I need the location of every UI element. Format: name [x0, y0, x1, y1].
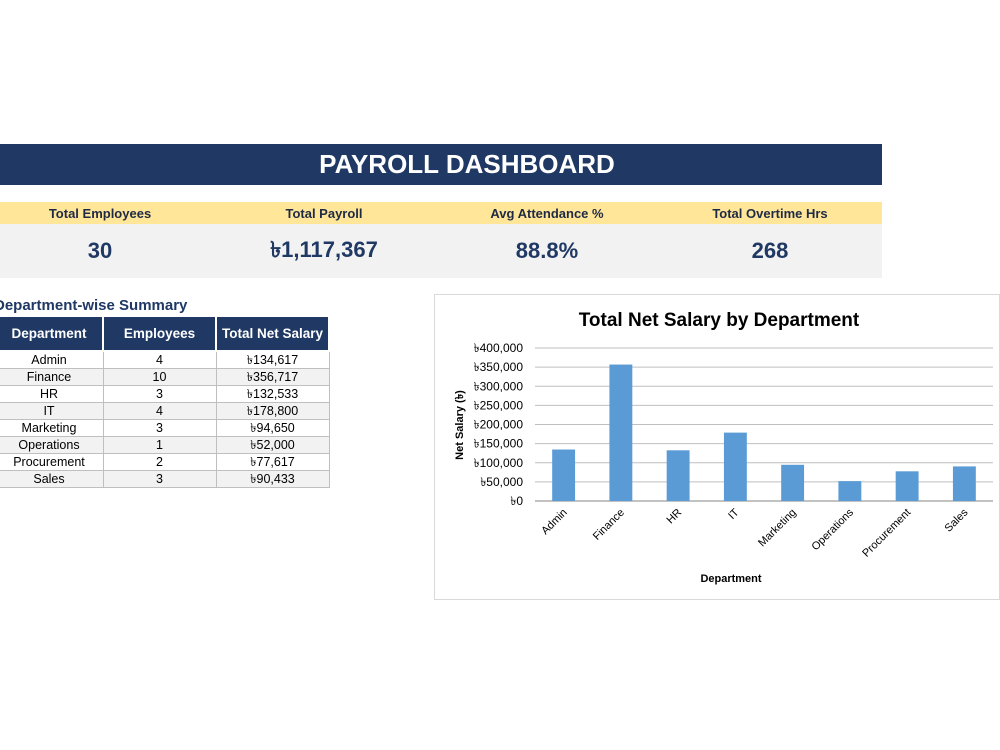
chart-title: Total Net Salary by Department: [579, 310, 860, 331]
cell-employees[interactable]: 4: [102, 350, 217, 369]
chart-y-axis-label: Net Salary (৳): [454, 390, 466, 460]
chart-bar-procurement[interactable]: [895, 471, 919, 501]
chart-bar-hr[interactable]: [666, 450, 690, 501]
chart-y-tick-label: ৳0: [510, 494, 523, 508]
chart-x-tick-label: Operations: [809, 506, 856, 553]
header-net-salary: Total Net Salary: [215, 315, 330, 352]
chart-y-tick-label: ৳250,000: [474, 398, 524, 412]
salary-chart[interactable]: Total Net Salary by Department Departmen…: [434, 294, 1000, 600]
table-row: Finance 10 ৳356,717: [0, 368, 330, 386]
chart-x-tick-label: IT: [726, 506, 742, 522]
cell-employees[interactable]: 3: [102, 470, 217, 488]
chart-bar-admin[interactable]: [552, 449, 576, 501]
table-row: Marketing 3 ৳94,650: [0, 419, 330, 437]
chart-y-tick-label: ৳300,000: [474, 379, 524, 393]
cell-net-salary[interactable]: ৳90,433: [215, 470, 330, 488]
chart-bar-operations[interactable]: [838, 481, 862, 501]
chart-x-axis-label: Department: [700, 573, 761, 585]
table-row: Sales 3 ৳90,433: [0, 470, 330, 488]
kpi-value-total-overtime: 268: [751, 238, 789, 263]
cell-employees[interactable]: 1: [102, 436, 217, 454]
table-row: IT 4 ৳178,800: [0, 402, 330, 420]
cell-net-salary[interactable]: ৳52,000: [215, 436, 330, 454]
chart-x-tick-label: HR: [665, 507, 685, 527]
cell-employees[interactable]: 4: [102, 402, 217, 420]
cell-employees[interactable]: 3: [102, 419, 217, 437]
salary-chart-svg: Total Net Salary by Department Departmen…: [454, 310, 993, 585]
chart-x-tick-label: Admin: [539, 507, 570, 538]
department-summary-table: Department Employees Total Net Salary Ad…: [0, 315, 330, 488]
table-row: Operations 1 ৳52,000: [0, 436, 330, 454]
kpi-value-avg-attendance: 88.8%: [515, 238, 579, 263]
cell-department[interactable]: Sales: [0, 470, 104, 488]
cell-employees[interactable]: 3: [102, 385, 217, 403]
kpi-value-row: 30 ৳1,117,367 88.8% 268: [0, 224, 882, 278]
chart-bar-it[interactable]: [723, 432, 747, 501]
kpi-label-total-overtime: Total Overtime Hrs: [712, 205, 828, 221]
cell-net-salary[interactable]: ৳94,650: [215, 419, 330, 437]
kpi-value-total-employees: 30: [87, 238, 113, 263]
chart-y-tick-label: ৳350,000: [474, 360, 524, 374]
table-row: Procurement 2 ৳77,617: [0, 453, 330, 471]
cell-net-salary[interactable]: ৳77,617: [215, 453, 330, 471]
cell-department[interactable]: Procurement: [0, 453, 104, 471]
summary-heading: Department-wise Summary: [0, 297, 188, 314]
kpi-label-total-payroll: Total Payroll: [285, 205, 363, 221]
chart-y-tick-label: ৳150,000: [474, 437, 524, 451]
chart-x-tick-label: Sales: [943, 506, 971, 534]
cell-department[interactable]: Marketing: [0, 419, 104, 437]
kpi-label-avg-attendance: Avg Attendance %: [490, 205, 604, 221]
chart-y-tick-label: ৳400,000: [474, 341, 524, 355]
kpi-value-total-payroll: ৳1,117,367: [270, 236, 378, 262]
table-row: HR 3 ৳132,533: [0, 385, 330, 403]
table-header-row: Department Employees Total Net Salary: [0, 315, 330, 352]
header-department: Department: [0, 315, 104, 352]
chart-y-tick-label: ৳100,000: [474, 456, 524, 470]
kpi-label-row: Total Employees Total Payroll Avg Attend…: [0, 202, 882, 224]
cell-net-salary[interactable]: ৳356,717: [215, 368, 330, 386]
chart-x-tick-label: Marketing: [756, 507, 799, 550]
cell-employees[interactable]: 2: [102, 453, 217, 471]
chart-y-tick-label: ৳200,000: [474, 418, 524, 432]
dashboard-title: PAYROLL DASHBOARD: [0, 144, 882, 185]
cell-department[interactable]: Finance: [0, 368, 104, 386]
kpi-label-total-employees: Total Employees: [48, 205, 152, 221]
table-row: Admin 4 ৳134,617: [0, 350, 330, 369]
chart-x-tick-label: Procurement: [860, 507, 913, 560]
cell-net-salary[interactable]: ৳134,617: [215, 350, 330, 369]
chart-y-tick-label: ৳50,000: [480, 475, 523, 489]
cell-department[interactable]: Operations: [0, 436, 104, 454]
chart-x-tick-label: Finance: [591, 507, 627, 543]
header-employees: Employees: [102, 315, 217, 352]
chart-bar-sales[interactable]: [952, 466, 976, 501]
cell-employees[interactable]: 10: [102, 368, 217, 386]
cell-net-salary[interactable]: ৳178,800: [215, 402, 330, 420]
cell-department[interactable]: IT: [0, 402, 104, 420]
cell-department[interactable]: HR: [0, 385, 104, 403]
cell-department[interactable]: Admin: [0, 350, 104, 369]
cell-net-salary[interactable]: ৳132,533: [215, 385, 330, 403]
chart-bar-finance[interactable]: [609, 364, 633, 501]
chart-bar-marketing[interactable]: [781, 464, 805, 501]
